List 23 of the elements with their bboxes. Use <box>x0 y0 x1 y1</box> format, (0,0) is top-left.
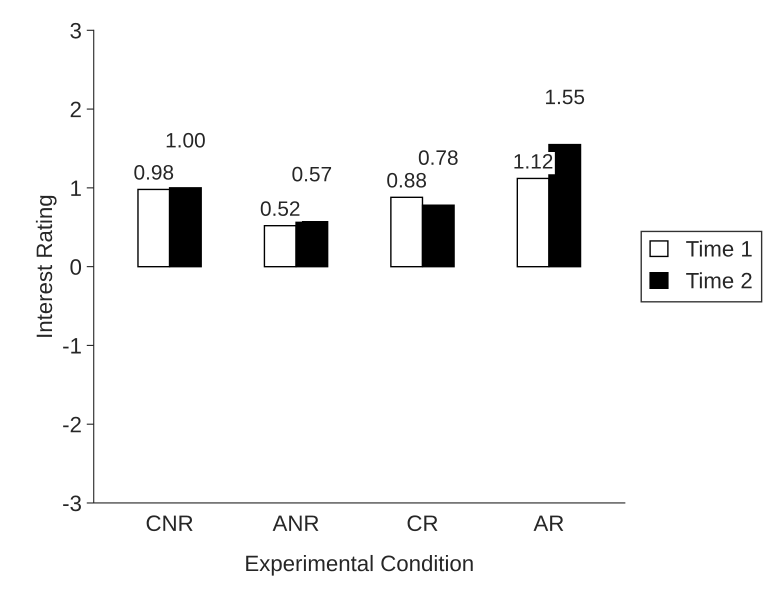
y-tick-label: -1 <box>63 338 81 354</box>
y-tick-label: -3 <box>63 496 81 512</box>
y-tick-label: 0 <box>70 259 82 275</box>
y-tick-label: 2 <box>70 102 81 118</box>
data-label: 1.12 <box>514 154 552 169</box>
data-label: 0.57 <box>292 166 332 182</box>
data-label: 0.78 <box>418 150 458 165</box>
x-axis-title: Experimental Condition <box>246 554 473 576</box>
data-label: 1.55 <box>546 90 584 104</box>
y-tick-label: 1 <box>71 180 81 196</box>
x-tick-label: CNR <box>146 515 193 532</box>
data-label: 1.00 <box>166 132 205 148</box>
data-label: 0.98 <box>134 165 174 180</box>
x-tick-label: CR <box>408 515 438 532</box>
data-label: 0.88 <box>387 172 426 188</box>
y-tick-label: 3 <box>70 22 81 39</box>
y-axis-title: Interest Rating <box>36 196 57 337</box>
legend-label: Time 2 <box>686 272 752 289</box>
x-tick-label: ANR <box>272 516 318 531</box>
data-label: 0.52 <box>260 201 300 216</box>
y-tick-label: -2 <box>63 416 81 432</box>
legend-label: Time 1 <box>686 240 752 257</box>
x-tick-label: AR <box>534 516 564 531</box>
